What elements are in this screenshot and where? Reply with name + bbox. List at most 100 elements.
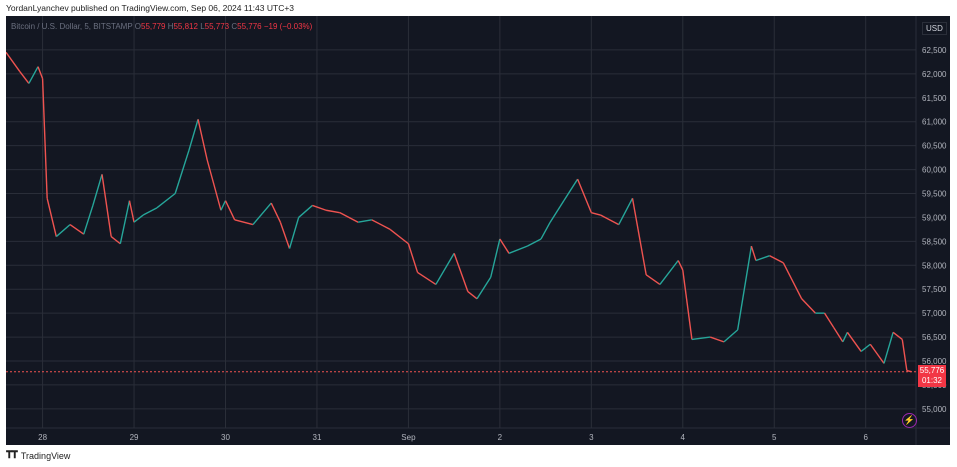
price-segment xyxy=(37,66,44,79)
price-chart[interactable]: 62,500 62,000 61,500 61,000 60,500 60,000 59,5… xyxy=(6,16,950,445)
price-segment xyxy=(631,198,647,275)
price-segment xyxy=(600,214,620,226)
price-segment xyxy=(288,217,300,249)
price-segment xyxy=(371,219,391,231)
legend-close: 55,776 xyxy=(237,22,262,31)
price-segment xyxy=(357,219,372,223)
legend-low: 55,773 xyxy=(204,22,230,31)
price-segment xyxy=(325,209,340,214)
x-tick-label: 31 xyxy=(313,433,322,442)
price-segment xyxy=(723,329,739,343)
published-caption: YordanLyanchev published on TradingView.… xyxy=(6,3,295,13)
last-price-tag: 55,776 01:32 xyxy=(918,365,946,387)
price-segment xyxy=(46,198,57,237)
price-segment xyxy=(490,238,501,278)
price-segment xyxy=(563,178,579,202)
y-tick-label: 60,500 xyxy=(922,142,947,151)
x-tick-label: 30 xyxy=(221,433,230,442)
price-segment xyxy=(312,204,327,211)
price-segment xyxy=(677,260,684,271)
price-segment xyxy=(220,200,227,211)
price-segment xyxy=(833,327,844,343)
legend-open: 55,779 xyxy=(141,22,166,31)
legend-close-label: C xyxy=(231,22,238,31)
symbol-legend: Bitcoin / U.S. Dollar, 5, BITSTAMP O55,7… xyxy=(11,22,312,31)
price-segment xyxy=(298,204,313,218)
price-segment xyxy=(540,221,551,240)
x-tick-label: 6 xyxy=(863,433,868,442)
price-segment xyxy=(92,174,103,206)
price-segment xyxy=(339,212,359,223)
x-tick-label: 2 xyxy=(498,433,503,442)
price-segment xyxy=(417,271,437,286)
price-segment xyxy=(750,245,757,261)
price-segment xyxy=(110,236,121,245)
price-segment xyxy=(659,260,679,285)
price-segment xyxy=(883,332,894,364)
x-tick-label: 29 xyxy=(130,433,139,442)
price-segment xyxy=(453,253,469,292)
y-tick-label: 60,000 xyxy=(922,166,947,175)
price-segment xyxy=(526,238,542,247)
price-segment xyxy=(769,255,784,264)
legend-high: 55,812 xyxy=(173,22,198,31)
y-tick-label: 58,000 xyxy=(922,261,947,270)
price-segment xyxy=(19,71,30,84)
price-segment xyxy=(869,343,885,364)
price-segment xyxy=(389,228,409,245)
price-segment xyxy=(174,150,190,194)
price-segment xyxy=(755,255,770,262)
y-tick-label: 58,500 xyxy=(922,237,947,246)
price-segment xyxy=(270,202,282,223)
price-segment xyxy=(41,78,48,199)
price-segment xyxy=(252,202,272,226)
price-segment xyxy=(407,243,419,273)
y-tick-label: 61,000 xyxy=(922,118,947,127)
price-segment xyxy=(234,219,254,226)
price-segment xyxy=(69,224,85,235)
price-segment xyxy=(83,205,94,235)
legend-change: −19 (−0.03%) xyxy=(263,22,313,31)
price-segment xyxy=(206,159,222,211)
y-tick-label: 57,500 xyxy=(922,285,947,294)
price-segment xyxy=(467,291,478,300)
price-segment xyxy=(801,298,816,314)
x-tick-label: Sep xyxy=(401,433,416,442)
price-segment xyxy=(224,200,236,221)
price-segment xyxy=(736,246,753,331)
price-segment xyxy=(476,276,492,300)
y-tick-label: 61,500 xyxy=(922,94,947,103)
price-segment xyxy=(508,245,528,254)
y-tick-label: 62,000 xyxy=(922,70,947,79)
price-segment xyxy=(842,331,849,343)
price-segment xyxy=(435,252,455,285)
price-segment xyxy=(6,51,21,72)
y-tick-label: 59,500 xyxy=(922,190,947,199)
chart-area[interactable]: 62,500 62,000 61,500 61,000 60,500 60,000 59,5… xyxy=(6,16,950,445)
price-segment xyxy=(55,224,71,238)
legend-open-label: O xyxy=(134,22,141,31)
x-tick-label: 5 xyxy=(772,433,777,442)
price-segment xyxy=(128,200,135,223)
tradingview-logo-icon: 𝐓𝐓 xyxy=(6,450,18,461)
price-segment xyxy=(576,178,592,213)
price-segment xyxy=(188,119,199,151)
price-segment xyxy=(823,312,835,328)
price-segment xyxy=(846,331,862,352)
price-segment xyxy=(549,200,565,223)
footer-brand: TradingView xyxy=(20,450,71,461)
lightning-icon[interactable]: ⚡ xyxy=(902,413,917,428)
price-segment xyxy=(156,192,176,209)
price-segment xyxy=(709,336,725,343)
price-segment xyxy=(691,336,711,341)
y-tick-label: 55,000 xyxy=(922,405,947,414)
y-tick-label: 59,000 xyxy=(922,213,947,222)
legend-symbol: Bitcoin / U.S. Dollar, 5, BITSTAMP xyxy=(11,22,133,31)
price-segment xyxy=(591,211,601,216)
price-segment xyxy=(279,221,291,249)
y-tick-label: 57,000 xyxy=(922,309,947,318)
currency-button[interactable]: USD xyxy=(922,22,947,35)
y-tick-label: 56,000 xyxy=(922,357,947,366)
price-segment xyxy=(101,174,112,237)
price-segment xyxy=(28,66,39,84)
